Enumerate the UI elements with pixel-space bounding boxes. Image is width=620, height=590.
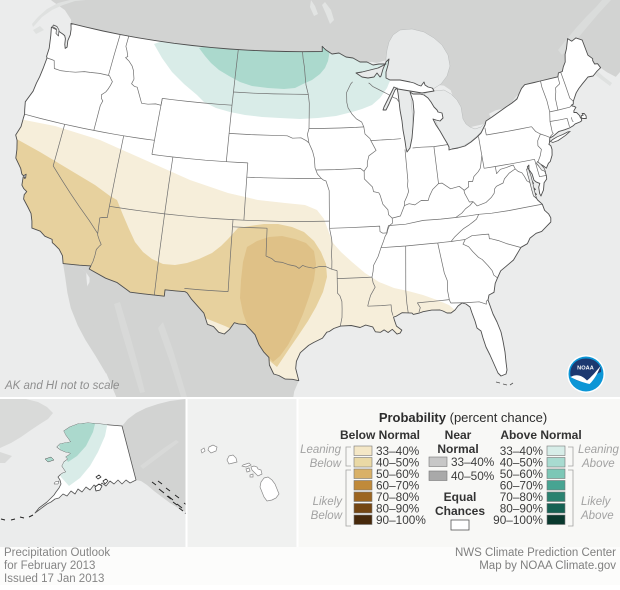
svg-text:Map by NOAA Climate.gov: Map by NOAA Climate.gov xyxy=(479,560,616,572)
svg-text:Leaning: Leaning xyxy=(578,444,620,456)
svg-text:Chances: Chances xyxy=(435,504,485,518)
svg-text:90–100%: 90–100% xyxy=(493,513,543,527)
svg-text:Leaning: Leaning xyxy=(300,444,342,456)
svg-text:33–40%: 33–40% xyxy=(451,455,495,469)
svg-text:Likely: Likely xyxy=(313,496,344,508)
svg-text:Below: Below xyxy=(310,458,342,470)
svg-text:Likely: Likely xyxy=(581,496,612,508)
svg-text:for February 2013: for February 2013 xyxy=(4,560,95,572)
svg-text:90–100%: 90–100% xyxy=(376,513,426,527)
svg-text:Near: Near xyxy=(445,428,472,442)
svg-text:Below Normal: Below Normal xyxy=(340,428,420,442)
svg-text:Equal: Equal xyxy=(444,490,477,504)
svg-text:NWS Climate Prediction Center: NWS Climate Prediction Center xyxy=(455,547,616,559)
svg-text:NOAA: NOAA xyxy=(577,366,594,372)
svg-text:Above: Above xyxy=(580,510,614,522)
svg-text:Above: Above xyxy=(581,458,615,470)
svg-text:40–50%: 40–50% xyxy=(451,469,495,483)
svg-text:Issued 17 Jan 2013: Issued 17 Jan 2013 xyxy=(4,573,104,585)
svg-text:Above Normal: Above Normal xyxy=(500,428,581,442)
svg-text:AK and HI not to scale: AK and HI not to scale xyxy=(4,380,119,392)
svg-text:Below: Below xyxy=(311,510,343,522)
svg-text:Probability (percent chance): Probability (percent chance) xyxy=(379,410,547,425)
svg-text:Normal: Normal xyxy=(437,442,478,456)
svg-text:Precipitation Outlook: Precipitation Outlook xyxy=(4,547,110,559)
